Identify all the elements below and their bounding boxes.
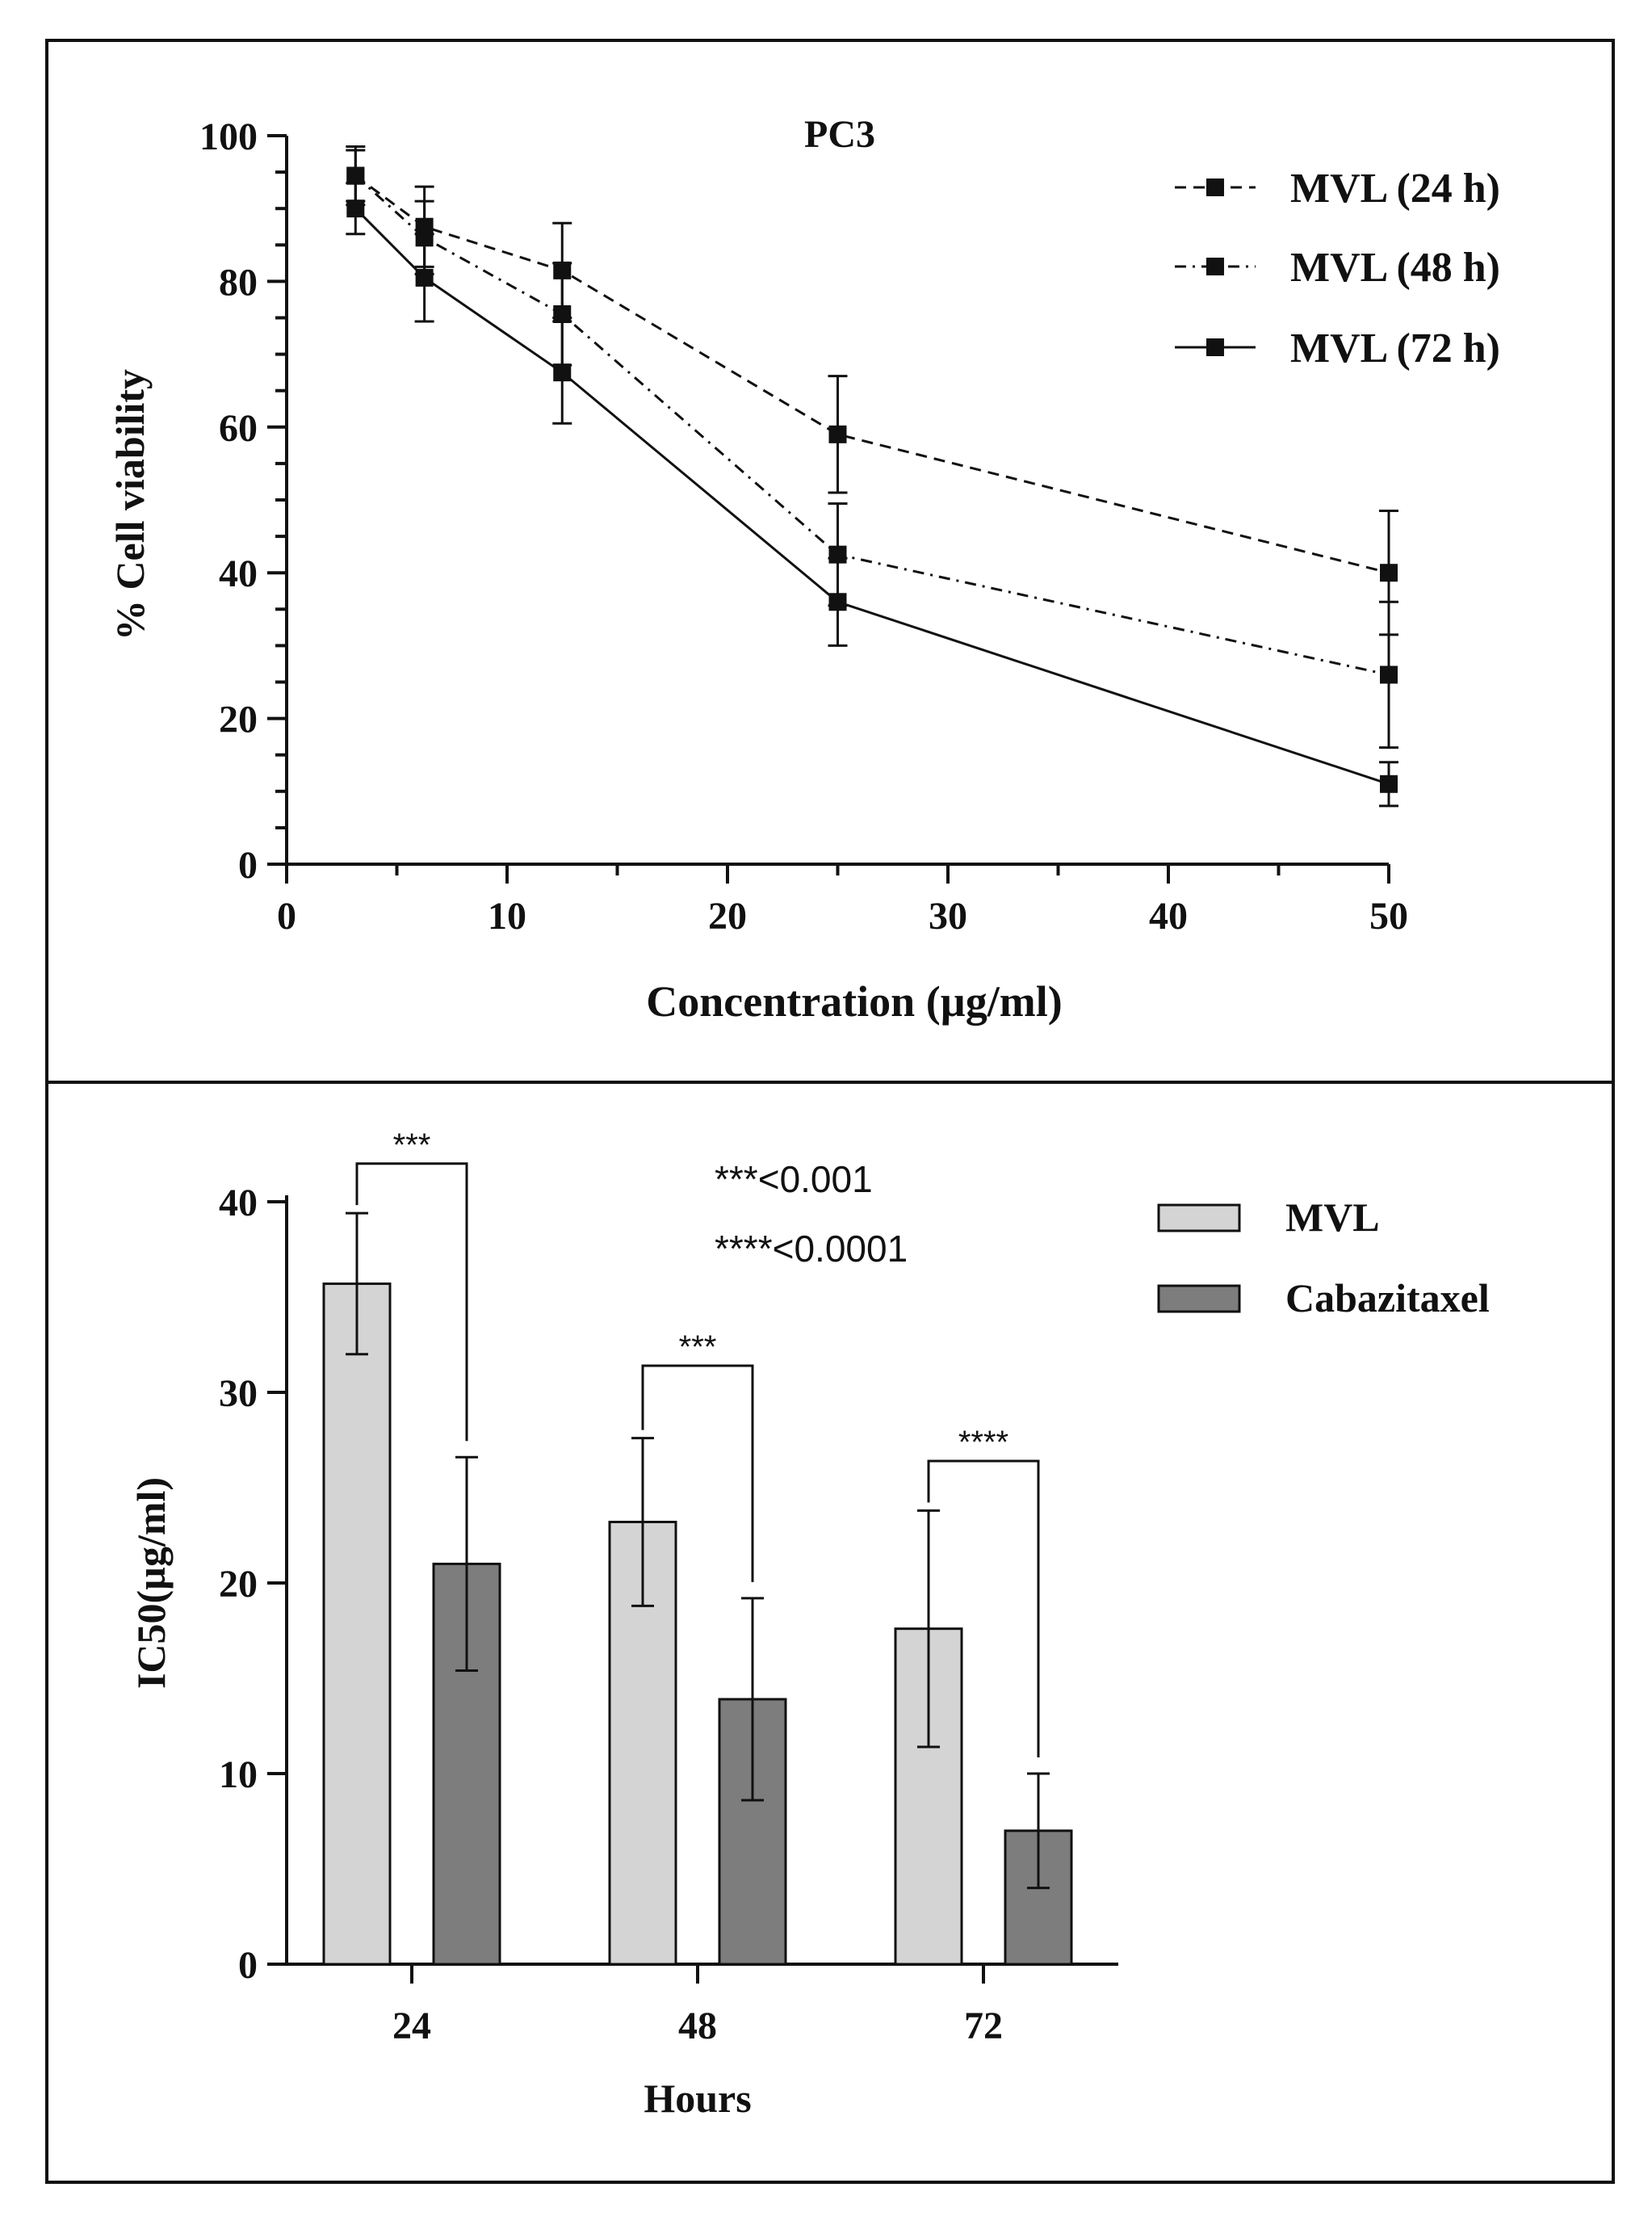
legend-item: MVL (24 h) xyxy=(1175,166,1500,212)
series-3 xyxy=(346,182,1398,808)
x-axis-label: Hours xyxy=(644,2076,751,2121)
legend-item: Cabazitaxel xyxy=(1157,1275,1490,1320)
y-tick-label: 0 xyxy=(238,1944,258,1987)
x-tick-label: 72 xyxy=(964,2005,1003,2047)
annotation-p-001: ***<0.001 xyxy=(715,1158,873,1200)
legend-marker xyxy=(1206,258,1224,275)
x-ticks: 0 10 20 30 40 50 xyxy=(277,864,1408,938)
data-point xyxy=(346,166,365,185)
y-tick-label: 20 xyxy=(219,699,258,741)
legend-swatch xyxy=(1157,1203,1241,1232)
significance-label: **** xyxy=(958,1425,1008,1460)
series-group xyxy=(346,145,1398,808)
legend-label: MVL (24 h) xyxy=(1290,166,1500,212)
y-axis-label: IC50(µg/ml) xyxy=(128,1477,174,1689)
legend-swatch xyxy=(1157,1284,1241,1313)
data-point xyxy=(553,363,572,382)
bracket-line xyxy=(355,1162,468,1442)
x-tick-label: 0 xyxy=(277,895,296,938)
series-mvl xyxy=(322,1211,963,1966)
series-2 xyxy=(346,149,1398,749)
bracket-line xyxy=(641,1364,754,1582)
x-tick-label: 30 xyxy=(929,895,967,938)
y-tick-label: 10 xyxy=(219,1753,258,1796)
significance-label: *** xyxy=(679,1329,717,1365)
x-axis-label: Concentration (µg/ml) xyxy=(646,977,1063,1026)
y-ticks: 0 20 40 60 80 100 xyxy=(199,115,287,887)
legend-item: MVL xyxy=(1157,1194,1380,1240)
significance-bracket: *** xyxy=(355,1127,468,1442)
x-tick-label: 10 xyxy=(488,895,526,938)
bracket-line xyxy=(927,1459,1040,1757)
bottom-panel-frame xyxy=(45,1081,1615,2184)
x-tick-label: 20 xyxy=(708,895,747,938)
data-point xyxy=(415,268,434,287)
significance-brackets: ********** xyxy=(355,1127,1040,1757)
x-tick-label: 40 xyxy=(1149,895,1188,938)
data-point xyxy=(1380,775,1398,793)
x-tick-label: 48 xyxy=(678,2005,717,2047)
series-cabazitaxel xyxy=(432,1455,1073,1966)
annotation-p-0001: ****<0.0001 xyxy=(715,1228,908,1270)
y-tick-label: 20 xyxy=(219,1563,258,1606)
legend-label: Cabazitaxel xyxy=(1285,1275,1490,1320)
y-tick-label: 80 xyxy=(219,261,258,304)
legend: MVL Cabazitaxel xyxy=(1157,1194,1490,1320)
data-point xyxy=(1380,665,1398,684)
legend-label: MVL xyxy=(1285,1194,1380,1240)
chart-title: PC3 xyxy=(804,113,875,156)
y-axis-label: % Cell viability xyxy=(107,369,153,640)
line-chart: PC3 % Cell viability Concentration (µg/m… xyxy=(107,113,1500,1026)
x-ticks: 24 48 72 xyxy=(392,1964,1003,2047)
legend-label: MVL (72 h) xyxy=(1290,325,1500,372)
legend-label: MVL (48 h) xyxy=(1290,245,1500,291)
y-tick-label: 100 xyxy=(199,115,258,158)
data-point xyxy=(553,304,572,323)
data-point xyxy=(346,199,365,218)
y-ticks: 0 10 20 30 40 xyxy=(219,1182,287,1987)
significance-bracket: *** xyxy=(641,1329,754,1582)
legend: MVL (24 h) MVL (48 h) MVL (72 h) xyxy=(1175,166,1500,372)
legend-marker xyxy=(1206,178,1224,196)
legend-item: MVL (48 h) xyxy=(1175,245,1500,291)
y-tick-label: 30 xyxy=(219,1372,258,1415)
data-point xyxy=(828,593,847,611)
y-tick-label: 0 xyxy=(238,844,258,887)
x-tick-label: 24 xyxy=(392,2005,431,2047)
x-tick-label: 50 xyxy=(1369,895,1408,938)
bars-group xyxy=(322,1211,1073,1966)
y-tick-label: 40 xyxy=(219,552,258,595)
legend-marker xyxy=(1206,338,1224,356)
legend-item: MVL (72 h) xyxy=(1175,325,1500,372)
y-tick-label: 40 xyxy=(219,1182,258,1224)
bar xyxy=(322,1282,392,1966)
significance-bracket: **** xyxy=(927,1425,1040,1757)
data-point xyxy=(1380,564,1398,582)
y-tick-label: 60 xyxy=(219,407,258,450)
data-point xyxy=(828,425,847,443)
significance-label: *** xyxy=(393,1127,431,1163)
